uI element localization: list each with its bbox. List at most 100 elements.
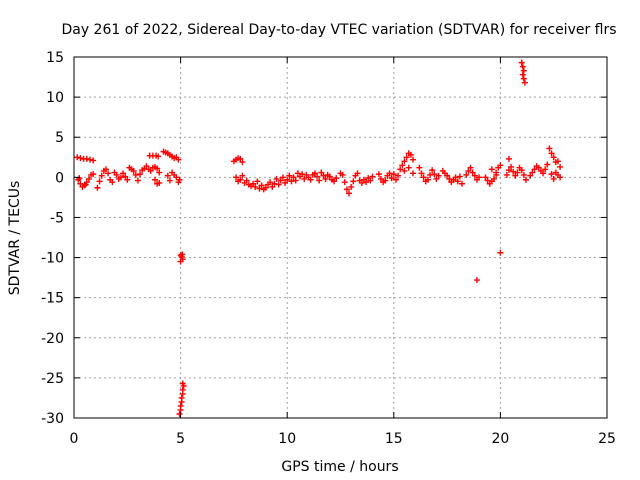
data-point [392, 176, 399, 183]
data-point [258, 182, 265, 189]
data-points [74, 59, 564, 417]
data-point [420, 174, 427, 181]
data-point [176, 410, 183, 417]
y-tick-label: 0 [55, 170, 64, 186]
data-point [405, 164, 412, 171]
data-point [117, 174, 124, 181]
data-point [510, 168, 517, 175]
data-point [320, 172, 327, 179]
data-point [109, 179, 116, 186]
data-point [476, 174, 483, 181]
data-point [375, 171, 382, 178]
y-tick-label: -30 [41, 411, 64, 427]
data-point [277, 177, 284, 184]
data-point [137, 171, 144, 178]
data-point [290, 174, 297, 181]
data-point [505, 167, 512, 174]
data-point [105, 170, 112, 177]
data-point [471, 172, 478, 179]
data-point [156, 169, 163, 176]
data-point [427, 171, 434, 178]
data-point [250, 180, 257, 187]
data-point [520, 75, 527, 82]
data-point [252, 183, 259, 190]
data-point [409, 156, 416, 163]
data-point [175, 156, 182, 163]
data-point [179, 251, 186, 258]
data-point [177, 402, 184, 409]
data-point [557, 174, 564, 181]
data-point [343, 186, 350, 193]
data-point [239, 159, 246, 166]
data-point [83, 155, 90, 162]
data-point [390, 171, 397, 178]
data-point [179, 380, 186, 387]
x-tick-label: 10 [278, 431, 296, 447]
data-point [262, 184, 269, 191]
y-tick-label: 15 [46, 50, 64, 66]
data-point [519, 71, 526, 78]
data-point [74, 154, 81, 161]
data-point [358, 179, 365, 186]
data-point [178, 394, 185, 401]
data-point [519, 63, 526, 70]
data-point [401, 158, 408, 165]
data-point [318, 169, 325, 176]
y-tick-label: -25 [41, 371, 64, 387]
data-point [378, 175, 385, 182]
data-point [407, 151, 414, 158]
data-point [326, 173, 333, 180]
data-point [446, 175, 453, 182]
data-point [76, 175, 83, 182]
y-tick-label: -5 [50, 210, 64, 226]
data-point [164, 172, 171, 179]
data-point [314, 173, 321, 180]
data-point [401, 167, 408, 174]
data-point [382, 177, 389, 184]
data-point [435, 172, 442, 179]
data-point [465, 167, 472, 174]
data-point [522, 176, 529, 183]
data-point [424, 176, 431, 183]
data-point [542, 166, 549, 173]
data-point [433, 175, 440, 182]
data-point [322, 175, 329, 182]
data-point [156, 179, 163, 186]
data-point [90, 157, 97, 164]
grid [74, 57, 607, 418]
data-point [367, 177, 374, 184]
y-tick-label: 10 [46, 90, 64, 106]
y-tick-label: 5 [55, 130, 64, 146]
data-point [269, 183, 276, 190]
data-point [452, 174, 459, 181]
data-point [429, 167, 436, 174]
data-point [548, 150, 555, 157]
data-point [86, 156, 93, 163]
data-point [286, 172, 293, 179]
data-point [409, 170, 416, 177]
data-point [96, 178, 103, 185]
data-point [456, 173, 463, 180]
data-point [176, 176, 183, 183]
y-tick-label: -20 [41, 331, 64, 347]
data-point [273, 175, 280, 182]
data-point [518, 59, 525, 66]
data-point [348, 183, 355, 190]
data-point [527, 172, 534, 179]
data-point [540, 170, 547, 177]
data-point [531, 166, 538, 173]
data-point [239, 172, 246, 179]
data-point [90, 171, 97, 178]
data-point [143, 163, 150, 170]
data-point [284, 176, 291, 183]
data-point [77, 180, 84, 187]
data-point [520, 171, 527, 178]
data-point [399, 162, 406, 169]
y-tick-label: -15 [41, 291, 64, 307]
data-point [459, 180, 466, 187]
data-point [529, 169, 536, 176]
data-point [473, 277, 480, 284]
data-point [271, 180, 278, 187]
data-point [395, 172, 402, 179]
data-point [503, 171, 510, 178]
